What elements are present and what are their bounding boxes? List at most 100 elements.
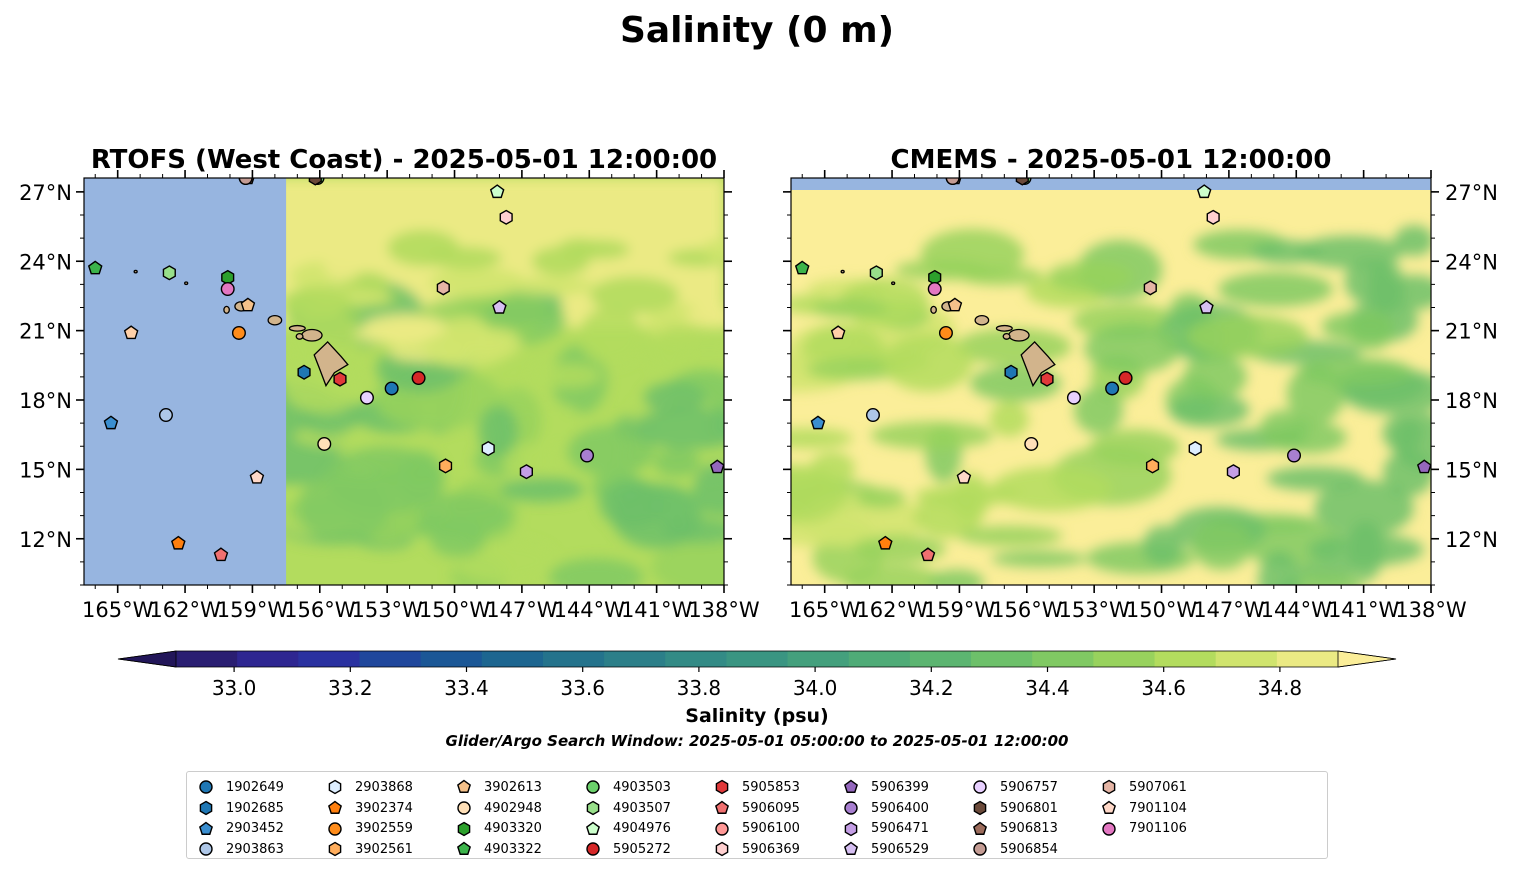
legend-marker (457, 842, 471, 856)
hexagon-marker-icon (1102, 780, 1116, 795)
salinity-field-cmems (791, 178, 1431, 585)
pentagon-marker-icon (457, 779, 471, 794)
float-marker-1902685 (1004, 364, 1018, 380)
hexagon-marker-icon (199, 800, 213, 816)
legend-label: 5906801 (1000, 800, 1058, 816)
island (313, 341, 349, 388)
x-tick-label: 153°W (1058, 598, 1130, 622)
float-marker-5906400 (580, 448, 595, 463)
map-panel-rtofs: RTOFS (West Coast) - 2025-05-01 12:00:00… (19, 145, 760, 622)
legend-entry: 5906801 (971, 798, 1058, 819)
circle-marker-icon (715, 822, 729, 836)
legend-marker (457, 779, 471, 794)
legend-entry: 7901106 (1100, 818, 1187, 839)
float-marker-3902561 (1145, 458, 1160, 474)
legend-label: 2903452 (226, 821, 284, 837)
legend-column: 5906399 5906400 5906471 5906529 (842, 777, 929, 860)
x-axis-rtofs: 165°W162°W159°W156°W153°W150°W147°W144°W… (82, 170, 760, 622)
legend-label: 3902374 (355, 800, 413, 816)
y-tick-label: 12°N (1445, 528, 1498, 552)
hexagon-marker-icon (328, 780, 342, 795)
x-tick-label: 150°W (1126, 598, 1198, 622)
hexagon-marker-icon (328, 842, 342, 857)
y-tick-label: 18°N (19, 389, 72, 413)
legend-column: 5905853 5906095 5906100 5906369 (713, 777, 800, 860)
colorbar-swatch (176, 651, 238, 667)
legend-entry: 7901104 (1100, 798, 1187, 819)
colorbar-swatch (237, 651, 299, 667)
x-tick-label: 159°W (924, 598, 996, 622)
x-tick-label: 153°W (351, 598, 423, 622)
float-marker-3902559 (938, 325, 953, 340)
legend-marker (844, 779, 858, 794)
legend-marker (199, 800, 213, 816)
float-marker-1902685 (297, 364, 311, 380)
legend-entry: 4904976 (584, 818, 671, 839)
legend-label: 3902613 (484, 779, 542, 795)
float-marker-5906095 (213, 547, 229, 562)
legend-marker (1102, 822, 1116, 836)
colorbar-swatch (726, 651, 789, 667)
pentagon-marker-icon (457, 842, 471, 856)
float-marker-5906757 (359, 390, 374, 405)
legend-label: 5906399 (871, 779, 929, 795)
legend-marker (199, 780, 213, 795)
float-marker-7901104 (249, 469, 265, 484)
circle-marker-icon (1102, 822, 1116, 836)
figure-title: Salinity (0 m) (620, 10, 894, 51)
x-tick-label: 147°W (1193, 598, 1265, 622)
legend-entry: 5906813 (971, 818, 1058, 839)
colorbar-swatch (481, 651, 544, 667)
float-marker-2903452b (123, 325, 139, 340)
x-tick-label: 144°W (554, 598, 626, 622)
x-tick-label: 141°W (621, 598, 693, 622)
legend-entry: 2903868 (326, 777, 413, 798)
legend-label: 4903507 (613, 800, 671, 816)
float-marker-5907061 (436, 280, 450, 296)
legend-marker (715, 800, 729, 814)
hexagon-marker-icon (586, 800, 600, 816)
legend-entry: 5906095 (713, 798, 800, 819)
colorbar-tick-label: 33.6 (560, 676, 605, 700)
island (840, 269, 845, 274)
x-tick-label: 150°W (419, 598, 491, 622)
circle-marker-icon (199, 842, 213, 857)
circle-marker-icon (973, 780, 987, 795)
float-marker-4903507 (869, 265, 883, 281)
x-tick-label: 156°W (284, 598, 356, 622)
legend-marker (1102, 780, 1116, 795)
legend-entry: 3902374 (326, 798, 413, 819)
legend-entry: 5906854 (971, 839, 1058, 860)
legend-column: 3902613 4902948 4903320 4903322 (455, 777, 542, 860)
map-panel-cmems: CMEMS - 2025-05-01 12:00:00 165°W162°W15… (783, 145, 1498, 622)
legend-marker (844, 821, 858, 837)
legend-label: 4903503 (613, 779, 671, 795)
y-tick-label: 24°N (19, 250, 72, 274)
float-marker-5906801 (308, 178, 322, 186)
x-tick-label: 147°W (486, 598, 558, 622)
colorbar-swatch (1215, 651, 1278, 667)
legend-marker (844, 842, 858, 856)
legend-entry: 1902649 (197, 777, 284, 798)
island (1008, 328, 1030, 342)
y-axis-rtofs: 27°N 24°N 21°N 18°N 15°N 12°N (19, 181, 732, 586)
x-axis-cmems: 165°W162°W159°W156°W153°W150°W147°W144°W… (789, 170, 1467, 622)
legend-marker (973, 842, 987, 857)
colorbar-under-arrow (117, 650, 177, 668)
y-tick-label: 27°N (19, 181, 72, 205)
legend-marker (586, 842, 600, 857)
legend-entry: 4903320 (455, 818, 542, 839)
legend-entry: 4903507 (584, 798, 671, 819)
pentagon-marker-icon (844, 842, 858, 856)
legend-entry: 5906529 (842, 839, 929, 860)
legend-label: 4902948 (484, 800, 542, 816)
legend-label: 5905853 (742, 779, 800, 795)
legend-entry: 5906100 (713, 818, 800, 839)
y-tick-label: 18°N (1445, 389, 1498, 413)
legend-entry: 4903322 (455, 839, 542, 860)
legend-entry: 5906399 (842, 777, 929, 798)
island (223, 305, 230, 314)
float-marker-5905272 (1118, 371, 1133, 386)
colorbar-over-arrow (1337, 650, 1397, 668)
x-tick-label: 165°W (82, 598, 154, 622)
